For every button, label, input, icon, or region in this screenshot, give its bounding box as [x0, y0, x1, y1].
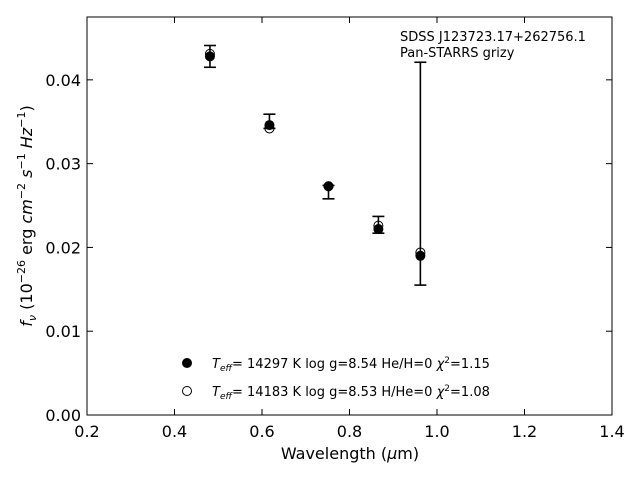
y-tick-label: 0.02: [45, 238, 81, 257]
model-point-open: [323, 181, 334, 192]
object-name-annotation: SDSS J123723.17+262756.1: [400, 30, 586, 45]
y-axis-label: fν (10−26 erg cm−2 s−1 Hz−1): [15, 105, 39, 326]
survey-annotation: Pan-STARRS grizy: [400, 46, 515, 61]
legend-open-marker: [182, 386, 192, 396]
model-point-filled: [415, 250, 426, 261]
x-tick-label: 1.2: [512, 422, 537, 441]
model-point-filled: [264, 120, 275, 131]
x-tick-label: 1.4: [599, 422, 624, 441]
legend-filled-marker: [182, 358, 192, 368]
legend-entry-filled: Teff= 14297 K log g=8.54 He/H=0 χ2=1.15: [212, 356, 490, 374]
y-tick-label: 0.03: [45, 155, 81, 174]
legend-entry-open: Teff= 14183 K log g=8.53 H/He=0 χ2=1.08: [212, 384, 490, 402]
model-point-open: [264, 123, 275, 134]
y-tick-label: 0.04: [45, 71, 81, 90]
model-point-filled: [204, 51, 215, 62]
model-point-open: [415, 247, 426, 258]
x-tick-label: 0.6: [249, 422, 274, 441]
x-tick-label: 0.8: [337, 422, 362, 441]
model-point-filled: [373, 223, 384, 234]
x-tick-label: 0.2: [74, 422, 99, 441]
legend: Teff= 14297 K log g=8.54 He/H=0 χ2=1.15 …: [182, 356, 490, 402]
x-tick-label: 0.4: [162, 422, 187, 441]
model-point-open: [373, 220, 384, 231]
model-point-open: [204, 48, 215, 59]
axis-ticks: 0.2 0.4 0.6 0.8 1.0 1.2 1.4 0.00 0.01 0.02 0.03 0.0…: [45, 17, 625, 441]
y-tick-label: 0.01: [45, 322, 81, 341]
y-tick-label: 0.00: [45, 406, 81, 425]
data-marks: [203, 44, 427, 286]
x-tick-label: 1.0: [424, 422, 449, 441]
x-axis-label: Wavelength (μm): [281, 444, 419, 463]
